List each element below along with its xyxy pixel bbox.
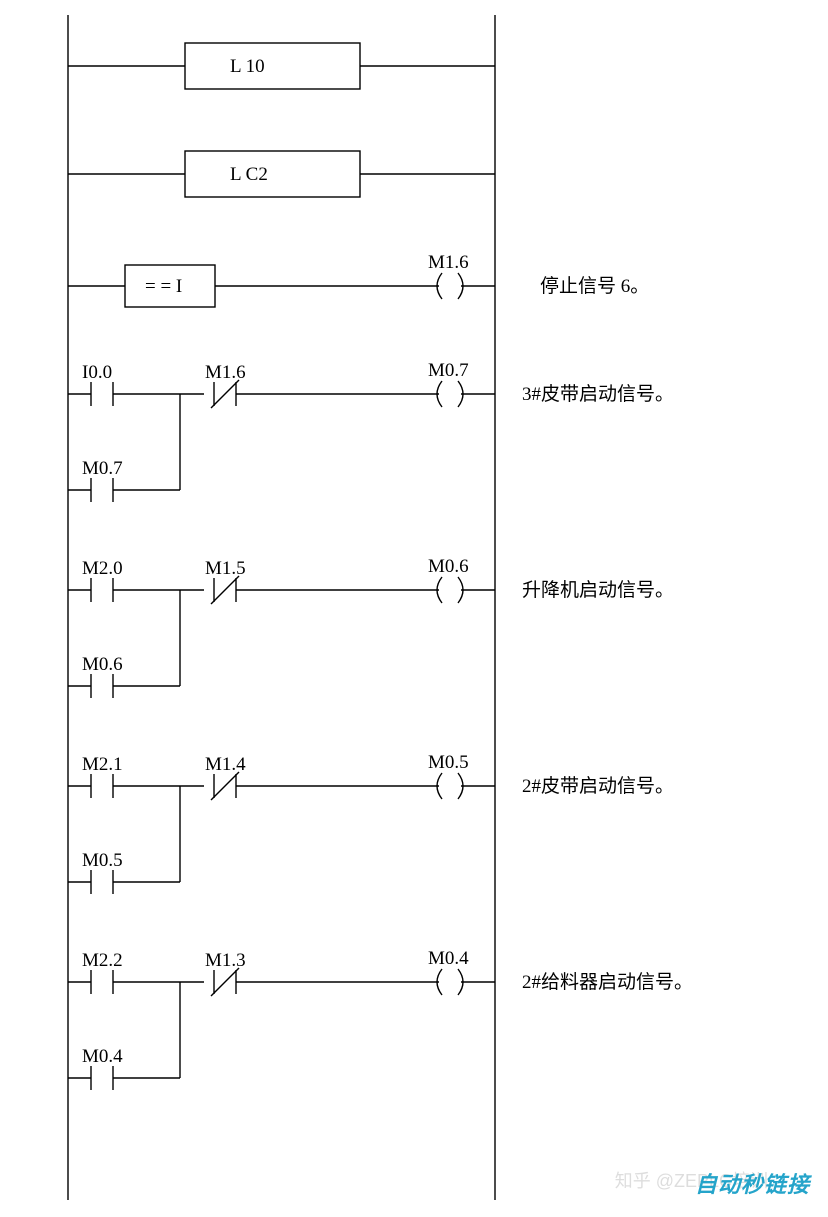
svg-text:M1.4: M1.4: [205, 754, 246, 775]
svg-text:L C2: L C2: [230, 164, 268, 185]
svg-text:升降机启动信号。: 升降机启动信号。: [522, 579, 674, 601]
svg-text:M0.5: M0.5: [428, 752, 469, 773]
svg-text:M2.1: M2.1: [82, 754, 123, 775]
svg-text:M0.7: M0.7: [82, 458, 123, 479]
svg-text:M0.6: M0.6: [428, 556, 469, 577]
svg-text:M1.6: M1.6: [205, 362, 246, 383]
svg-text:I0.0: I0.0: [82, 362, 112, 383]
svg-text:M2.0: M2.0: [82, 558, 123, 579]
svg-text:M0.7: M0.7: [428, 360, 469, 381]
svg-text:L 10: L 10: [230, 56, 265, 77]
svg-text:3#皮带启动信号。: 3#皮带启动信号。: [522, 383, 674, 405]
ladder-diagram: L 10 L C2 = = I M1.6 停止信号 6。 I0.0 M1.6 M0.7 M0.7…: [0, 0, 828, 1217]
svg-text:M1.5: M1.5: [205, 558, 246, 579]
svg-text:M0.4: M0.4: [428, 948, 469, 969]
svg-text:2#给料器启动信号。: 2#给料器启动信号。: [522, 971, 693, 993]
svg-text:M0.6: M0.6: [82, 654, 123, 675]
svg-text:M0.5: M0.5: [82, 850, 123, 871]
svg-text:M1.3: M1.3: [205, 950, 246, 971]
svg-text:停止信号 6。: 停止信号 6。: [540, 275, 649, 297]
svg-text:2#皮带启动信号。: 2#皮带启动信号。: [522, 775, 674, 797]
watermark-brand: 自动秒链接: [695, 1167, 810, 1199]
svg-text:= = I: = = I: [145, 276, 182, 297]
svg-text:M1.6: M1.6: [428, 252, 469, 273]
svg-text:M2.2: M2.2: [82, 950, 123, 971]
svg-text:M0.4: M0.4: [82, 1046, 123, 1067]
